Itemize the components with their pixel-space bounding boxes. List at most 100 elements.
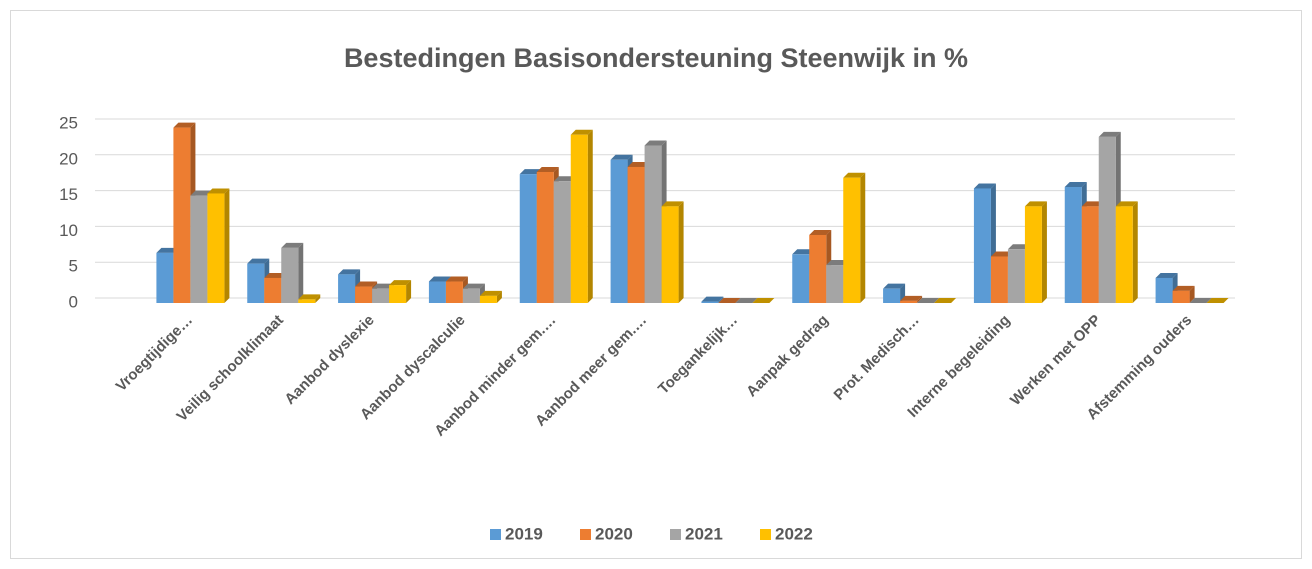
bar-top: [1007, 244, 1030, 250]
legend-swatch: [760, 529, 771, 540]
y-tick-label: 10: [59, 221, 78, 240]
bar-top: [900, 295, 923, 301]
bar-top: [661, 201, 684, 207]
bar-top: [389, 280, 412, 286]
bar-side: [496, 290, 502, 303]
bar-top: [553, 176, 576, 182]
bar-top: [1206, 298, 1229, 303]
bar-top: [355, 281, 378, 287]
bar: [1115, 206, 1133, 303]
bar-top: [479, 290, 502, 296]
legend-swatch: [670, 529, 681, 540]
bar-side: [298, 242, 304, 303]
category-group: [973, 183, 1047, 303]
bar-top: [372, 283, 395, 289]
bar: [843, 177, 861, 303]
bar: [1081, 206, 1099, 303]
bar-side: [917, 295, 923, 303]
bar: [973, 188, 991, 303]
bar-top: [462, 283, 485, 289]
category-group: [610, 140, 684, 303]
legend-label: 2022: [775, 524, 813, 543]
bar-top: [1172, 285, 1195, 291]
legend-label: 2021: [685, 524, 723, 543]
bar: [190, 195, 208, 303]
bar: [553, 181, 571, 303]
bar: [826, 265, 844, 303]
category-group: [883, 283, 957, 304]
bar-side: [315, 294, 321, 303]
bar-top: [843, 172, 866, 178]
bar: [610, 159, 628, 303]
bar: [355, 286, 373, 303]
category-group: [1064, 131, 1138, 303]
bar-top: [298, 294, 321, 300]
category-group: [792, 172, 866, 303]
y-tick-label: 0: [69, 292, 78, 311]
bar-top: [519, 169, 542, 175]
bar-top: [735, 298, 758, 303]
bar: [1007, 249, 1025, 303]
y-tick-label: 25: [59, 113, 78, 132]
legend-label: 2019: [505, 524, 543, 543]
bar-top: [1155, 272, 1178, 278]
bar-top: [1064, 182, 1087, 188]
bar-side: [718, 296, 724, 303]
y-tick-label: 20: [59, 149, 78, 168]
bar: [479, 295, 497, 303]
bar-side: [406, 280, 412, 303]
y-tick-label: 5: [69, 257, 78, 276]
bar: [792, 254, 810, 303]
bar: [173, 127, 191, 303]
bar-top: [973, 183, 996, 189]
bar-top: [917, 298, 940, 303]
chart-title: Bestedingen Basisondersteuning Steenwijk…: [344, 43, 968, 73]
bar: [661, 206, 679, 303]
bar: [701, 301, 719, 303]
bar-side: [587, 129, 593, 303]
bar-side: [860, 172, 866, 303]
bar-top: [701, 296, 724, 302]
bar-top: [1081, 201, 1104, 207]
bar-side: [678, 201, 684, 303]
bar-top: [338, 269, 361, 275]
bar: [627, 166, 645, 303]
bar-side: [1132, 201, 1138, 303]
category-group: [338, 269, 412, 303]
bar-top: [445, 276, 468, 282]
bar-top: [826, 260, 849, 266]
bar-top: [281, 242, 304, 248]
category-group: [428, 276, 502, 303]
bar-top: [1098, 131, 1121, 137]
bar-top: [1024, 201, 1047, 207]
bar-top: [536, 166, 559, 172]
bar-top: [247, 258, 270, 264]
bar: [1155, 277, 1173, 303]
bar: [1098, 136, 1116, 303]
bar-top: [428, 276, 451, 282]
category-group: [519, 129, 593, 303]
bar: [536, 171, 554, 303]
category-group: [156, 122, 230, 303]
bar: [519, 174, 537, 303]
bar-top: [883, 283, 906, 289]
bar: [445, 281, 463, 303]
bar-top: [610, 154, 633, 160]
bar-side: [224, 188, 230, 303]
bar-top: [207, 188, 230, 194]
bar: [900, 300, 918, 303]
bar: [883, 288, 901, 303]
bar: [281, 247, 299, 303]
bar: [338, 274, 356, 303]
bar-top: [1115, 201, 1138, 207]
bar: [372, 288, 390, 303]
bar: [207, 193, 225, 303]
legend-swatch: [580, 529, 591, 540]
bar: [1024, 206, 1042, 303]
bar: [644, 145, 662, 303]
bar: [1172, 290, 1190, 303]
bar-top: [190, 190, 213, 196]
bar-side: [1189, 285, 1195, 303]
bar: [570, 134, 588, 303]
bar: [809, 234, 827, 303]
